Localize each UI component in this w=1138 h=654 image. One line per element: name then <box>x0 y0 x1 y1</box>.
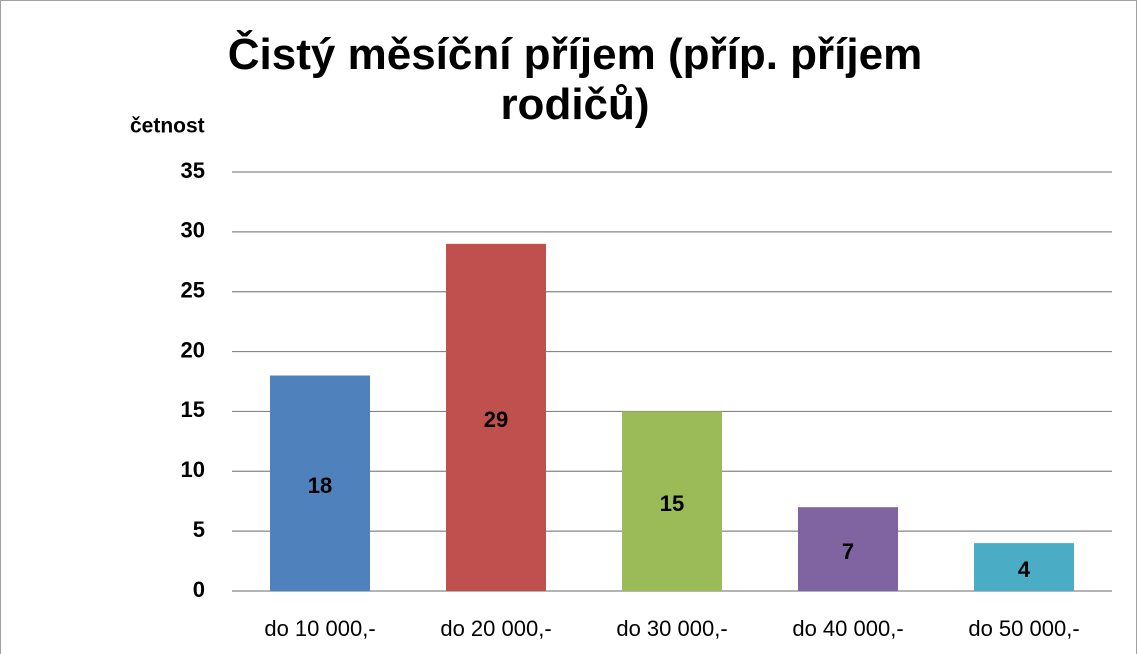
y-tick-label: 20 <box>181 337 205 362</box>
y-tick-label: 15 <box>181 397 205 422</box>
bar <box>622 411 722 591</box>
bar <box>974 543 1074 591</box>
y-tick-label: 30 <box>181 218 205 243</box>
data-label: 18 <box>308 473 332 498</box>
data-label: 15 <box>660 491 684 516</box>
bar <box>446 243 546 592</box>
x-tick-label: do 10 000,- <box>264 616 375 641</box>
y-tick-label: 10 <box>181 457 205 482</box>
x-tick-label: do 50 000,- <box>968 616 1079 641</box>
y-axis-label: četnost <box>130 115 205 138</box>
bar <box>270 375 370 591</box>
y-tick-label: 5 <box>193 517 205 542</box>
bar <box>798 507 898 591</box>
data-label: 7 <box>842 539 854 564</box>
y-tick-label: 25 <box>181 278 205 303</box>
y-tick-label: 35 <box>181 158 205 183</box>
data-label: 29 <box>484 407 508 432</box>
y-tick-label: 0 <box>193 577 205 602</box>
x-tick-label: do 40 000,- <box>792 616 903 641</box>
x-tick-label: do 20 000,- <box>440 616 551 641</box>
x-tick-label: do 30 000,- <box>616 616 727 641</box>
data-label: 4 <box>1018 557 1031 582</box>
chart-title: Čistý měsíční příjem (příp. příjem rodič… <box>227 30 923 129</box>
